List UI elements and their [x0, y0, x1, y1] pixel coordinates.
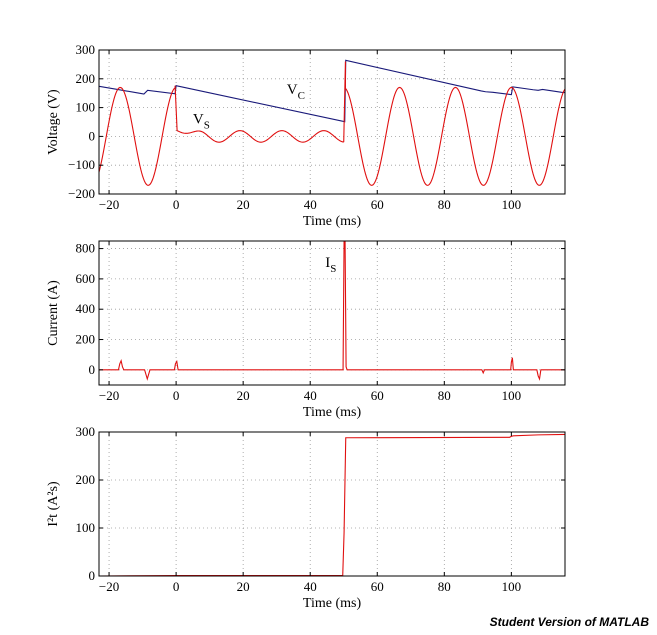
- y-axis-label: Voltage (V): [46, 89, 61, 155]
- x-tick-label: 60: [371, 197, 384, 212]
- x-axis-label: Time (ms): [303, 405, 362, 420]
- y-tick-label: 0: [89, 568, 96, 583]
- y-tick-label: 200: [76, 332, 96, 347]
- y-tick-label: 600: [76, 271, 96, 286]
- x-tick-label: 100: [502, 579, 522, 594]
- x-tick-label: 40: [304, 197, 317, 212]
- x-tick-label: 80: [438, 197, 451, 212]
- x-tick-label: 20: [237, 388, 250, 403]
- series-line-vs: [99, 61, 565, 186]
- x-tick-label: 40: [304, 579, 317, 594]
- x-tick-label: 60: [371, 388, 384, 403]
- x-tick-label: 0: [173, 579, 180, 594]
- x-axis-label: Time (ms): [303, 214, 362, 229]
- x-tick-label: 20: [237, 197, 250, 212]
- x-tick-label: 0: [173, 388, 180, 403]
- y-tick-label: 0: [89, 362, 96, 377]
- x-tick-label: −20: [99, 388, 119, 403]
- x-tick-label: 100: [502, 388, 522, 403]
- axes-frame: [98, 49, 566, 195]
- x-tick-label: 0: [173, 197, 180, 212]
- y-tick-label: 0: [89, 128, 96, 143]
- series-line-vc: [99, 59, 565, 123]
- x-tick-label: 80: [438, 579, 451, 594]
- x-tick-label: 40: [304, 388, 317, 403]
- y-tick-label: −100: [68, 157, 95, 172]
- x-axis-label: Time (ms): [303, 596, 362, 611]
- x-tick-label: −20: [99, 197, 119, 212]
- x-tick-label: 60: [371, 579, 384, 594]
- y-tick-label: 100: [76, 100, 96, 115]
- x-tick-label: 20: [237, 579, 250, 594]
- y-axis-label: I²t (A²s): [46, 481, 61, 527]
- y-tick-label: 300: [76, 42, 96, 57]
- y-tick-label: −200: [68, 186, 95, 201]
- series-line-is: [99, 241, 565, 381]
- x-tick-label: −20: [99, 579, 119, 594]
- y-axis-label: Current (A): [46, 280, 61, 346]
- y-tick-label: 400: [76, 301, 96, 316]
- axes-frame: [98, 240, 566, 386]
- x-tick-label: 100: [502, 197, 522, 212]
- y-tick-label: 200: [76, 472, 96, 487]
- series-annotation: VS: [193, 111, 210, 131]
- y-tick-label: 800: [76, 241, 96, 256]
- y-tick-label: 200: [76, 71, 96, 86]
- x-tick-label: 80: [438, 388, 451, 403]
- watermark-text: Student Version of MATLAB: [489, 615, 649, 629]
- y-tick-label: 300: [76, 424, 96, 439]
- series-annotation: VC: [287, 82, 305, 102]
- axes-frame: [98, 431, 566, 577]
- series-annotation: IS: [325, 255, 336, 275]
- y-tick-label: 100: [76, 520, 96, 535]
- series-line-i2t: [99, 433, 565, 576]
